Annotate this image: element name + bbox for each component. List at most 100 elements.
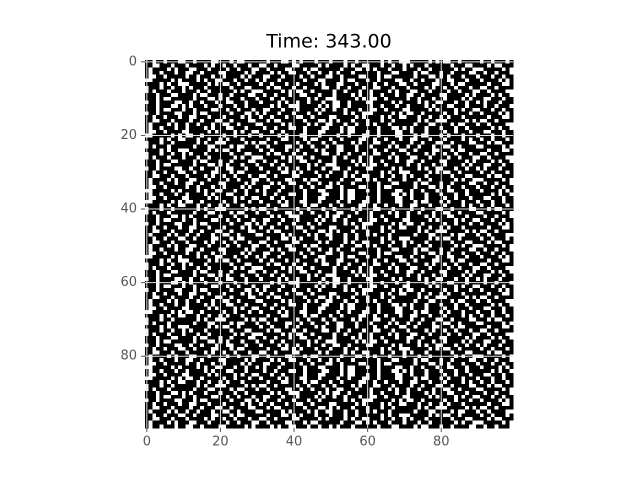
cell [203, 229, 208, 234]
cell [233, 129, 238, 134]
cell [259, 74, 264, 79]
cell [450, 185, 455, 190]
cell [170, 181, 175, 186]
cell [317, 71, 322, 76]
cell [472, 185, 477, 190]
cell [457, 152, 462, 156]
cell [387, 174, 392, 179]
cell [189, 140, 194, 145]
cell [428, 218, 433, 223]
cell [336, 166, 341, 171]
cell [432, 185, 437, 190]
cell [461, 174, 466, 179]
cell [398, 129, 403, 134]
cell [237, 181, 241, 186]
cell [306, 74, 311, 79]
cell [214, 144, 219, 149]
cell [277, 148, 282, 153]
cell [200, 210, 205, 215]
cell [376, 185, 381, 190]
cell [343, 63, 348, 68]
cell [490, 63, 495, 68]
cell [398, 78, 403, 83]
cell [468, 93, 473, 98]
cell [476, 240, 481, 245]
cell [163, 111, 168, 116]
cell [413, 78, 418, 83]
cell [376, 199, 381, 204]
cell [457, 155, 462, 160]
cell [387, 63, 392, 68]
cell [310, 122, 315, 127]
cell [336, 100, 341, 105]
cell [509, 137, 514, 142]
cell [200, 93, 205, 98]
cell [189, 185, 194, 190]
cell [310, 140, 315, 145]
cell [402, 71, 407, 76]
cell [200, 140, 205, 145]
cell [211, 129, 216, 134]
cell [421, 199, 425, 204]
cell [376, 188, 381, 193]
cell [240, 236, 245, 241]
cell [435, 67, 440, 72]
cell [347, 174, 352, 179]
cell [273, 107, 278, 112]
cell [203, 115, 208, 120]
cell [152, 89, 157, 94]
cell [211, 78, 216, 83]
cell [384, 144, 389, 149]
cell [465, 177, 470, 182]
cell [395, 199, 400, 204]
cell [395, 236, 400, 241]
cell [435, 210, 440, 215]
cell [303, 78, 308, 83]
cell [409, 78, 414, 83]
cell [332, 163, 337, 168]
cell [332, 85, 337, 90]
cell [472, 170, 477, 175]
cell [465, 96, 470, 101]
cell [303, 229, 308, 234]
cell [207, 152, 212, 156]
cell [233, 199, 238, 204]
cell [284, 229, 289, 234]
cell [229, 85, 234, 90]
cell [170, 232, 175, 237]
cell [351, 210, 356, 215]
cell [317, 78, 322, 83]
cell [189, 74, 194, 79]
cell [501, 107, 506, 112]
cell [281, 203, 286, 208]
cell [207, 144, 212, 149]
cell [454, 155, 459, 160]
cell [314, 152, 319, 156]
cell [174, 63, 179, 68]
cell [159, 229, 164, 234]
cell [468, 107, 473, 112]
cell [284, 71, 289, 76]
cell [299, 89, 304, 94]
cell [391, 229, 396, 234]
cell [255, 144, 260, 149]
cell [413, 115, 418, 120]
cell [351, 115, 356, 120]
cell [494, 118, 499, 123]
cell [336, 152, 341, 156]
cell [325, 144, 330, 149]
cell [255, 170, 260, 175]
cell [240, 126, 245, 131]
cell [181, 74, 186, 79]
cell [340, 137, 345, 142]
cell [222, 159, 227, 164]
cell [259, 196, 264, 201]
cell [255, 240, 260, 245]
cell [490, 166, 495, 171]
cell [277, 159, 282, 164]
cell [454, 229, 459, 234]
cell [362, 221, 367, 226]
cell [354, 192, 359, 197]
cell [457, 111, 462, 116]
cell [306, 93, 311, 98]
